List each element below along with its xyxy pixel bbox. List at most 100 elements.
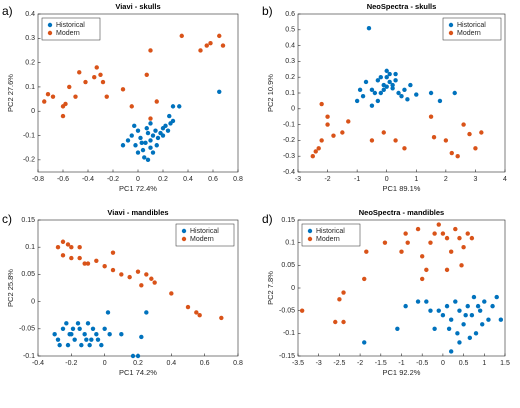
x-tick-label: 0.4 (183, 176, 193, 183)
point (463, 313, 468, 318)
point (471, 294, 477, 300)
point (89, 337, 94, 342)
point (319, 138, 324, 143)
point (459, 263, 464, 268)
point (366, 26, 372, 31)
y-axis-label: PC2 7.8% (266, 271, 275, 305)
point (399, 249, 404, 254)
y-tick-label: 0.15 (21, 217, 35, 224)
point (443, 138, 449, 143)
x-tick-label: 2 (444, 176, 448, 183)
point (457, 340, 462, 345)
point (310, 154, 315, 159)
point (428, 308, 433, 313)
legend-label: Modern (190, 236, 214, 243)
y-tick-label: 0.4 (285, 42, 295, 49)
point (94, 258, 99, 263)
point (319, 101, 324, 107)
legend-marker (47, 30, 53, 36)
point (152, 280, 157, 285)
point (77, 255, 82, 261)
point (382, 240, 388, 245)
legend-marker (448, 22, 454, 28)
point (77, 70, 82, 75)
point (220, 43, 226, 48)
point (467, 131, 472, 137)
point (415, 299, 421, 304)
subplot: c) Viavi - mandibles -0.4 -0.2 0 0.2 0.4 0.6 0.8… (2, 208, 243, 377)
point (448, 249, 454, 254)
legend-label: Historical (316, 228, 345, 235)
point (396, 90, 401, 96)
point (449, 150, 454, 156)
point (469, 235, 475, 241)
point (60, 253, 66, 258)
point (92, 75, 97, 80)
y-tick-label: -0.1 (23, 353, 35, 360)
y-tick-label: -0.2 (23, 157, 35, 164)
point (135, 269, 141, 274)
y-tick-label: 0.4 (25, 11, 35, 18)
point (94, 65, 99, 70)
legend-label: Modern (457, 30, 481, 37)
y-tick-label: 0.2 (285, 74, 295, 81)
point (432, 231, 437, 236)
point (428, 90, 434, 96)
point (167, 113, 172, 119)
chart-title: NeoSpectra - skulls (367, 2, 437, 11)
point (453, 299, 458, 304)
y-tick-label: -0.3 (283, 153, 295, 160)
y-tick-label: 0.2 (25, 59, 35, 66)
panel-label: d) (262, 212, 273, 226)
point (381, 87, 386, 93)
point (372, 90, 378, 96)
y-tick-label: -0.2 (283, 137, 295, 144)
point (139, 283, 144, 288)
x-tick-label: 1.5 (500, 360, 510, 367)
point (436, 308, 441, 313)
point (90, 326, 96, 331)
point (140, 147, 146, 153)
x-tick-label: -0.6 (57, 176, 69, 183)
x-tick-label: -0.2 (65, 360, 77, 367)
point (70, 326, 76, 331)
x-tick-label: 0.2 (133, 360, 143, 367)
point (461, 245, 466, 250)
point (45, 92, 51, 97)
point (125, 138, 131, 143)
point (384, 84, 389, 89)
point (110, 267, 116, 273)
x-tick-label: 0.8 (233, 176, 243, 183)
point (437, 98, 443, 104)
point (82, 261, 87, 266)
point (341, 290, 346, 295)
legend-box (301, 223, 361, 247)
point (120, 143, 126, 148)
point (387, 71, 392, 77)
point (369, 103, 375, 108)
point (337, 297, 342, 302)
point (148, 116, 153, 121)
point (498, 317, 504, 322)
point (217, 89, 222, 94)
point (444, 303, 450, 309)
x-tick-label: 0.4 (166, 360, 176, 367)
point (170, 118, 176, 124)
x-tick-label: 4 (503, 176, 507, 183)
x-tick-label: 0 (441, 360, 445, 367)
point (99, 342, 104, 348)
point (455, 154, 460, 159)
point (455, 331, 460, 336)
point (142, 155, 147, 160)
point (127, 274, 132, 280)
point (313, 149, 318, 154)
point (390, 82, 395, 88)
x-tick-label: -2 (324, 176, 330, 183)
legend-marker (181, 228, 187, 234)
point (399, 93, 404, 99)
legend-marker (47, 22, 53, 28)
x-tick-label: -0.2 (107, 176, 119, 183)
